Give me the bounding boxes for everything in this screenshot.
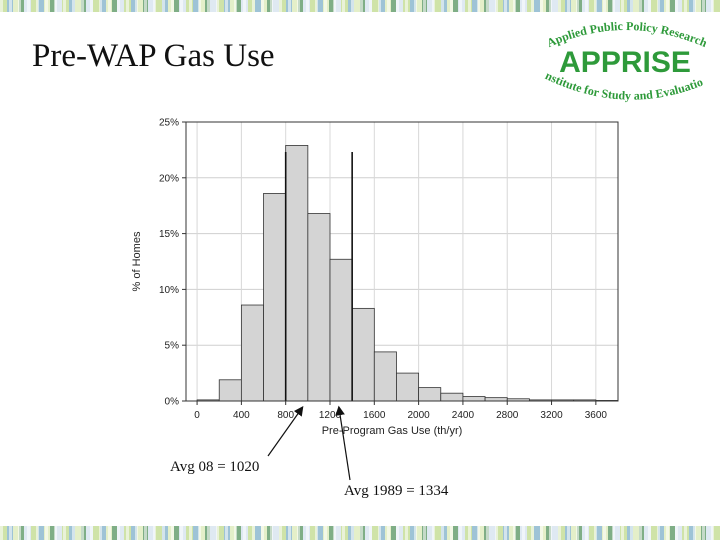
histogram-bar	[263, 193, 287, 402]
x-tick-label: 1600	[363, 410, 386, 421]
x-tick-label: 2800	[496, 410, 519, 421]
annotation-avg-08: Avg 08 = 1020	[170, 459, 260, 475]
gas-use-histogram: 0% 5% 10% 15% 20% 25% 0 400 800 1200 1600 2000 2400…	[131, 118, 619, 437]
histogram-bar	[440, 392, 464, 402]
histogram-bar	[307, 213, 331, 402]
histogram-bar	[329, 258, 353, 402]
x-tick-label: 800	[277, 410, 294, 421]
histogram-bar	[396, 372, 420, 402]
x-tick-label: 1200	[319, 410, 342, 421]
x-tick-label: 2400	[452, 410, 475, 421]
y-axis-title: % of Homes	[131, 231, 143, 291]
x-tick-label: 0	[194, 410, 200, 421]
y-tick-label: 20%	[159, 173, 179, 184]
x-axis-ticks: 0 400 800 1200 1600 2000 2400 2800 3200 3600	[194, 401, 607, 421]
logo-name: APPRISE	[559, 46, 691, 79]
histogram-bar	[373, 351, 397, 402]
histogram-bar	[351, 307, 375, 402]
histogram-bar	[240, 304, 264, 402]
top-decorative-band	[0, 0, 720, 12]
annotation-avg-1989: Avg 1989 = 1334	[344, 483, 449, 499]
bottom-decorative-band	[0, 526, 720, 540]
y-tick-label: 5%	[165, 341, 180, 352]
y-tick-label: 25%	[159, 118, 179, 129]
chart-bars	[196, 145, 619, 402]
histogram-bar	[285, 145, 309, 402]
histogram-bar	[462, 396, 486, 402]
histogram-bar	[484, 397, 508, 402]
x-tick-label: 3600	[585, 410, 608, 421]
slide-title: Pre-WAP Gas Use	[32, 38, 275, 74]
plot-frame	[185, 121, 619, 402]
x-tick-label: 400	[233, 410, 250, 421]
x-tick-label: 3200	[540, 410, 563, 421]
x-axis-title: Pre-Program Gas Use (th/yr)	[322, 425, 463, 437]
chart-reference-lines	[284, 152, 353, 401]
y-tick-label: 0%	[165, 397, 180, 408]
x-tick-label: 2000	[407, 410, 430, 421]
y-axis-ticks: 0% 5% 10% 15% 20% 25%	[159, 118, 186, 408]
histogram-bar	[418, 387, 442, 402]
apprise-logo: Applied Public Policy Research APPRISE I…	[530, 14, 710, 103]
y-tick-label: 10%	[159, 285, 179, 296]
histogram-bar	[218, 379, 242, 402]
y-tick-label: 15%	[159, 229, 179, 240]
